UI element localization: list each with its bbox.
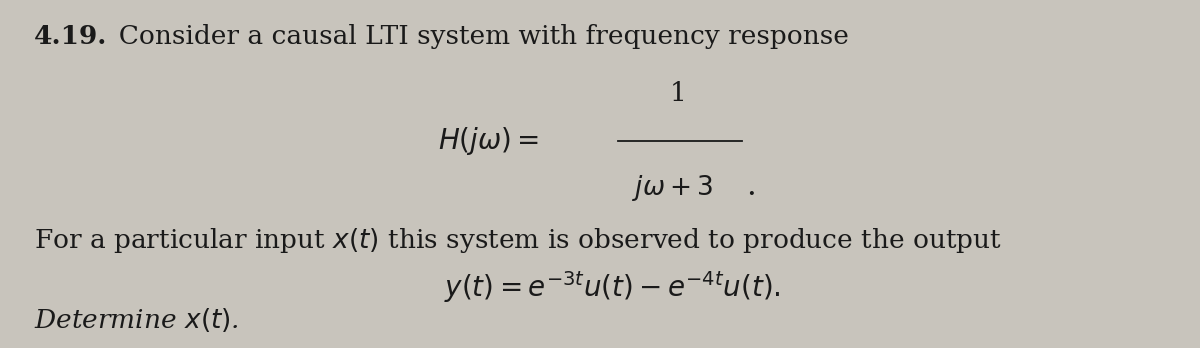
Text: .: .	[746, 171, 756, 202]
Text: $j\omega + 3$: $j\omega + 3$	[632, 173, 714, 203]
Text: Consider a causal LTI system with frequency response: Consider a causal LTI system with freque…	[102, 24, 848, 49]
Text: 4.19.: 4.19.	[34, 24, 107, 49]
Text: For a particular input $x(t)$ this system is observed to produce the output: For a particular input $x(t)$ this syste…	[34, 226, 1002, 255]
Text: Determine $x(t)$.: Determine $x(t)$.	[34, 306, 239, 334]
Text: $H(j\omega) =$: $H(j\omega) =$	[438, 125, 539, 157]
Text: 1: 1	[670, 81, 686, 106]
Text: $y(t) = e^{-3t}u(t) - e^{-4t}u(t).$: $y(t) = e^{-3t}u(t) - e^{-4t}u(t).$	[444, 269, 781, 305]
